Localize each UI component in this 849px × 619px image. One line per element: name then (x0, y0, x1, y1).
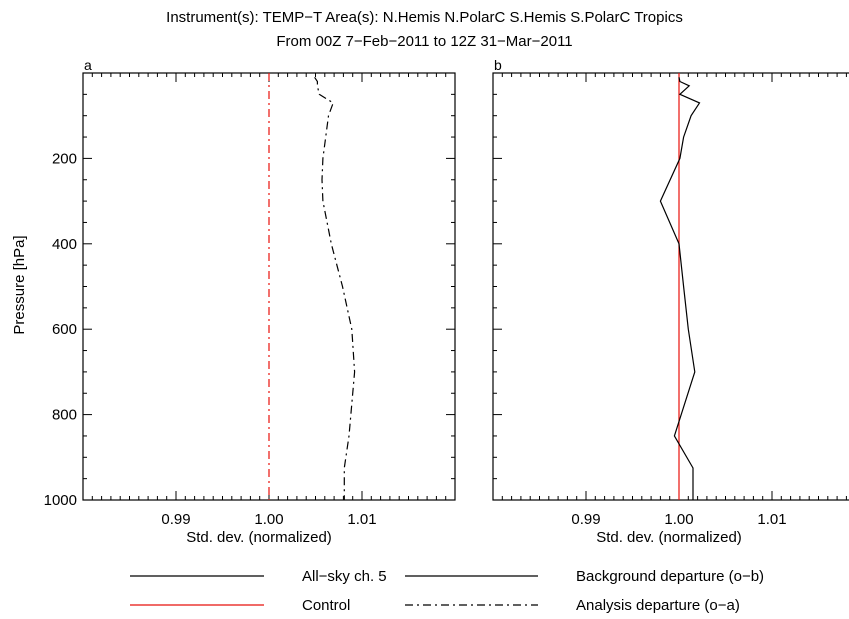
panel-label: b (494, 57, 502, 73)
legend-label-background-departure: Background departure (o−b) (576, 568, 764, 585)
legend-label-analysis-departure: Analysis departure (o−a) (576, 597, 740, 614)
x-axis-label: Std. dev. (normalized) (186, 529, 332, 546)
x-tick-label: 1.01 (757, 511, 786, 528)
y-axis-label: Pressure [hPa] (11, 235, 28, 334)
x-tick-label: 1.01 (347, 511, 376, 528)
panel-b: 0.99 1.00 1.01 Std. dev. (normalized) b (492, 57, 849, 546)
x-tick-label: 1.00 (254, 511, 283, 528)
x-tick-label: 1.00 (664, 511, 693, 528)
panel-a: 0.99 1.00 1.01 200 400 600 800 1000 Std. dev. (n… (44, 57, 456, 546)
y-tick-label: 200 (52, 150, 77, 167)
legend: All−sky ch. 5 Control Background departu… (130, 568, 764, 614)
y-axis-title-group: Pressure [hPa] (11, 235, 28, 334)
y-tick-label: 600 (52, 321, 77, 338)
series-line (659, 77, 701, 500)
x-tick-label: 0.99 (161, 511, 190, 528)
y-tick-label: 1000 (44, 492, 77, 509)
series-line (314, 76, 356, 500)
x-tick-label: 0.99 (571, 511, 600, 528)
legend-label-control: Control (302, 597, 350, 614)
chart-title-line-2: From 00Z 7−Feb−2011 to 12Z 31−Mar−2011 (276, 33, 573, 50)
plot-frame (492, 72, 849, 501)
x-axis-label: Std. dev. (normalized) (596, 529, 742, 546)
y-tick-label: 400 (52, 236, 77, 253)
panel-label: a (84, 57, 92, 73)
chart-title-line-1: Instrument(s): TEMP−T Area(s): N.Hemis N… (166, 9, 683, 26)
legend-label-all-sky: All−sky ch. 5 (302, 568, 387, 585)
y-tick-label: 800 (52, 407, 77, 424)
